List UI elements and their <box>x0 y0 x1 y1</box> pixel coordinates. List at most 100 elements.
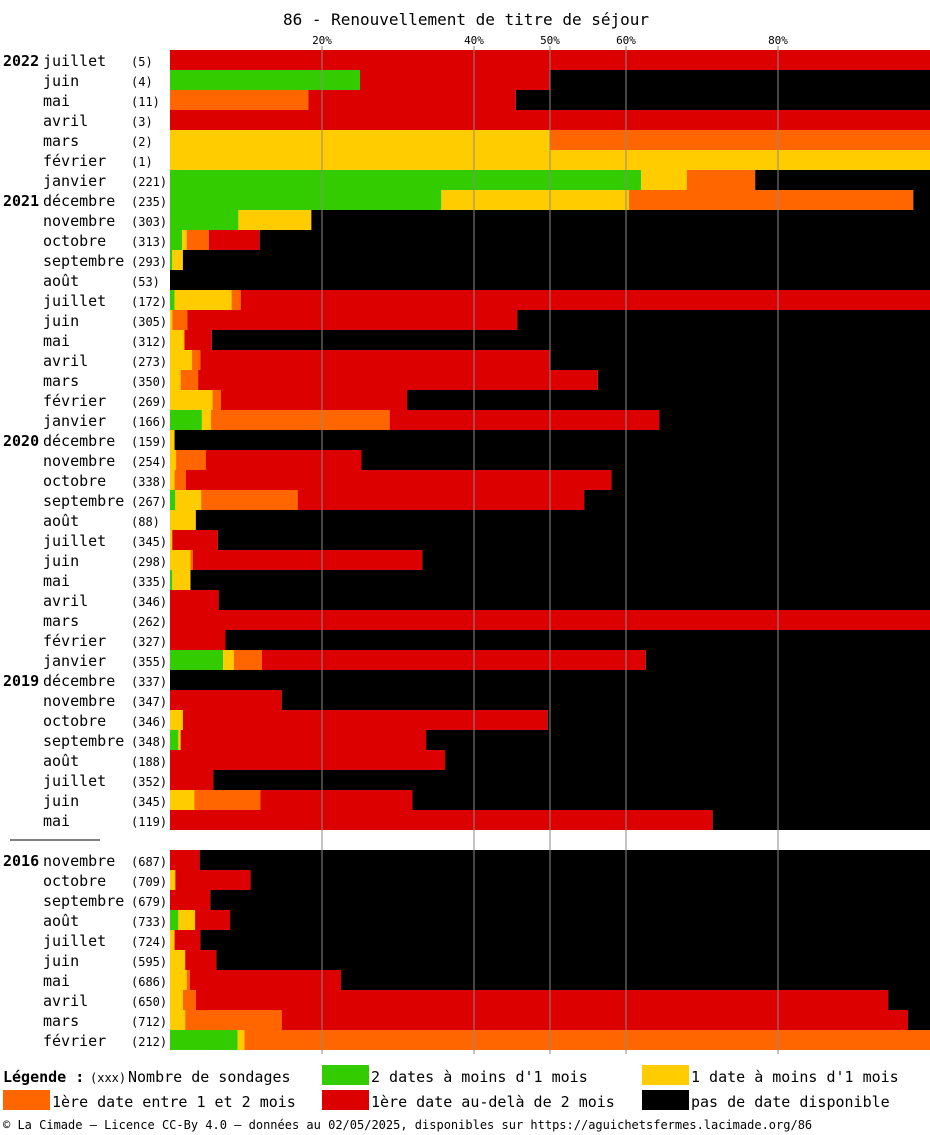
bar-segment-black <box>195 510 930 530</box>
month-label: janvier <box>43 412 106 430</box>
bar-segment-black <box>341 970 930 990</box>
month-label: décembre <box>43 672 115 690</box>
month-label: octobre <box>43 872 106 890</box>
bar-segment-yellow <box>237 1030 245 1050</box>
row-labels: 2022 juillet (5)juin (4)mai (11)avril (3)mars… <box>3 52 167 1050</box>
bar-segment-yellow <box>170 130 550 150</box>
chart-title: 86 - Renouvellement de titre de séjour <box>283 10 649 29</box>
month-label: décembre <box>43 192 115 210</box>
bar-segment-green <box>170 490 176 510</box>
count-label: (159) <box>131 435 167 449</box>
bar-segment-yellow <box>170 310 173 330</box>
month-label: mars <box>43 132 79 150</box>
count-label: (166) <box>131 415 167 429</box>
month-label: mars <box>43 372 79 390</box>
gridlines <box>321 46 779 1054</box>
bar-segment-yellow <box>170 350 193 370</box>
count-label: (312) <box>131 335 167 349</box>
month-label: janvier <box>43 172 106 190</box>
bar-segment-black <box>645 650 930 670</box>
month-label: décembre <box>43 432 115 450</box>
legend-label-red: 1ère date au-delà de 2 mois <box>371 1093 615 1111</box>
month-label: mai <box>43 92 70 110</box>
bar-segment-orange <box>686 170 756 190</box>
count-label: (305) <box>131 315 167 329</box>
bar-segment-black <box>888 990 930 1010</box>
bar-segment-orange <box>170 90 309 110</box>
count-label: (313) <box>131 235 167 249</box>
month-label: juillet <box>43 772 106 790</box>
count-label: (188) <box>131 755 167 769</box>
month-label: avril <box>43 352 88 370</box>
month-label: mai <box>43 332 70 350</box>
bar-segment-yellow <box>441 190 630 210</box>
bar-segment-yellow <box>238 210 312 230</box>
count-label: (4) <box>131 75 153 89</box>
month-label: octobre <box>43 232 106 250</box>
bar-segment-green <box>170 730 179 750</box>
bar-segment-orange <box>212 390 221 410</box>
count-label: (1) <box>131 155 153 169</box>
bar-segment-black <box>210 890 930 910</box>
bar-segment-yellow <box>170 370 181 390</box>
bar-segment-red <box>220 390 408 410</box>
bar-segment-black <box>311 210 930 230</box>
bar-segment-black <box>225 630 930 650</box>
month-label: novembre <box>43 692 115 710</box>
bar-segment-green <box>170 70 360 90</box>
bar-segment-yellow <box>641 170 687 190</box>
count-label: (11) <box>131 95 160 109</box>
count-label: (345) <box>131 795 167 809</box>
month-label: octobre <box>43 712 106 730</box>
month-label: février <box>43 152 106 170</box>
bar-segment-yellow <box>170 470 175 490</box>
month-label: juillet <box>43 52 106 70</box>
count-label: (724) <box>131 935 167 949</box>
bar-segment-orange <box>186 230 209 250</box>
bar-segment-black <box>445 750 930 770</box>
bar-segment-yellow <box>170 950 186 970</box>
bar-segment-black <box>230 910 930 930</box>
bar-segment-red <box>170 850 200 870</box>
legend-heading: Légende : <box>3 1068 84 1086</box>
bar-segment-black <box>412 790 930 810</box>
count-label: (303) <box>131 215 167 229</box>
count-label: (235) <box>131 195 167 209</box>
legend-count-marker: (xxx) <box>90 1071 126 1085</box>
legend-swatch-green <box>322 1065 369 1085</box>
bar-segment-black <box>584 490 930 510</box>
x-tick-label: 40% <box>464 34 484 47</box>
bar-segment-red <box>172 530 218 550</box>
bar-segment-red <box>189 970 341 990</box>
bar-segment-red <box>170 890 211 910</box>
bar-segment-orange <box>190 550 193 570</box>
bar-segment-yellow <box>170 390 213 410</box>
legend-label-orange: 1ère date entre 1 et 2 mois <box>52 1093 296 1111</box>
bar-segment-yellow <box>170 450 177 470</box>
bar-segment-black <box>907 1010 930 1030</box>
x-tick-labels: 20% 40% 50% 60% 80% <box>312 34 788 47</box>
bar-segment-black <box>913 190 930 210</box>
month-label: septembre <box>43 892 124 910</box>
bar-segment-black <box>611 470 930 490</box>
bar-segment-red <box>297 490 585 510</box>
month-label: février <box>43 1032 106 1050</box>
count-label: (212) <box>131 1035 167 1049</box>
count-label: (335) <box>131 575 167 589</box>
count-label: (269) <box>131 395 167 409</box>
count-label: (327) <box>131 635 167 649</box>
bar-segment-black <box>174 430 930 450</box>
month-label: juillet <box>43 532 106 550</box>
bar-segment-green <box>170 570 173 590</box>
month-label: avril <box>43 592 88 610</box>
bar-segment-yellow <box>170 870 176 890</box>
bar-segment-orange <box>172 310 188 330</box>
bar-segment-black <box>200 930 930 950</box>
month-label: mai <box>43 572 70 590</box>
bar-segment-red <box>281 1010 908 1030</box>
bar-segment-red <box>205 450 362 470</box>
month-label: août <box>43 912 79 930</box>
count-label: (345) <box>131 535 167 549</box>
month-label: novembre <box>43 212 115 230</box>
count-label: (650) <box>131 995 167 1009</box>
